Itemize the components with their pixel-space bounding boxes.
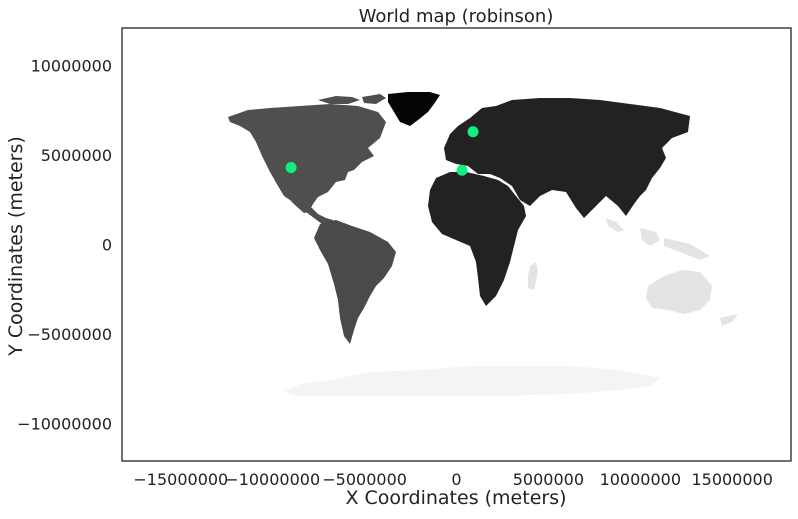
map-land — [228, 92, 738, 396]
y-tick-label: −5000000 — [27, 325, 112, 344]
y-axis-ticks: 10000000 5000000 0 −5000000 −10000000 — [17, 57, 112, 434]
antarctica-shape — [284, 366, 660, 396]
y-tick-label: 0 — [102, 236, 112, 255]
new-zealand-shape — [720, 314, 738, 326]
australia-shape — [646, 270, 712, 314]
eurasia-shape — [444, 98, 690, 218]
x-tick-label: −15000000 — [133, 470, 228, 489]
y-tick-label: 10000000 — [31, 57, 112, 76]
x-tick-label: −5000000 — [322, 470, 407, 489]
arctic-islands-shape — [318, 94, 386, 104]
southeast-asia-shape — [606, 218, 710, 260]
y-tick-label: 5000000 — [41, 146, 112, 165]
x-tick-label: 15000000 — [691, 470, 772, 489]
location-points — [285, 126, 479, 176]
plot-frame — [121, 27, 792, 462]
north-america-shape — [228, 104, 386, 213]
y-tick-label: −10000000 — [17, 414, 112, 433]
x-tick-label: 10000000 — [600, 470, 681, 489]
greenland-shape — [388, 92, 440, 126]
location-point-1 — [285, 162, 297, 174]
africa-shape — [428, 172, 526, 306]
south-america-shape — [314, 220, 396, 344]
x-tick-label: 5000000 — [513, 470, 584, 489]
location-point-3 — [456, 164, 468, 176]
x-axis-ticks: −15000000−10000000 −5000000 0 5000000 100000… — [133, 470, 773, 489]
x-tick-label: 0 — [451, 470, 461, 489]
y-axis-label: Y Coordinates (meters) — [5, 136, 27, 357]
x-axis-label: X Coordinates (meters) — [345, 487, 566, 509]
map-title: World map (robinson) — [359, 6, 554, 27]
location-point-2 — [467, 126, 479, 138]
x-tick-label: −10000000 — [225, 470, 320, 489]
madagascar-shape — [528, 262, 538, 290]
